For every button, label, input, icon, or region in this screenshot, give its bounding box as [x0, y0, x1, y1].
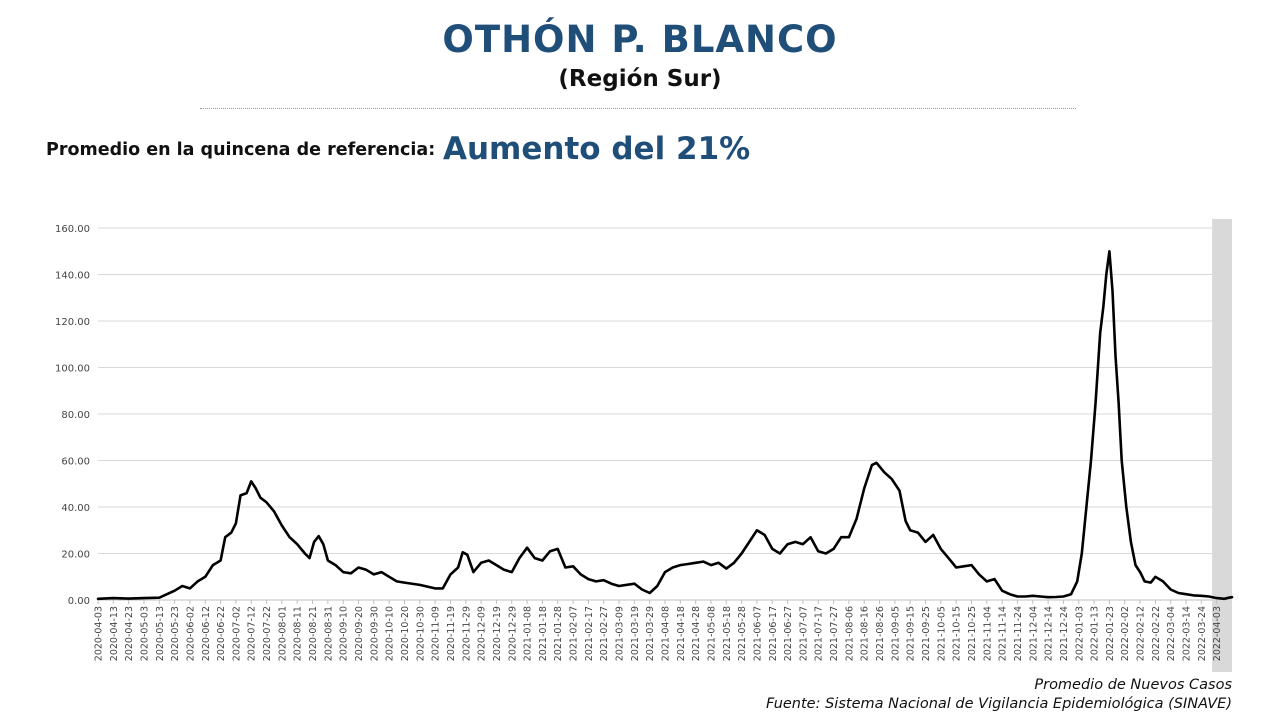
x-tick-label: 2020-05-23	[170, 606, 181, 661]
x-tick-label: 2021-08-06	[844, 606, 855, 661]
x-tick-label: 2021-08-26	[875, 606, 886, 661]
x-tick-label: 2022-02-12	[1136, 606, 1147, 661]
x-tick-label: 2022-03-14	[1182, 606, 1193, 661]
x-tick-label: 2020-07-12	[247, 606, 258, 661]
x-tick-label: 2022-03-24	[1197, 606, 1208, 661]
y-tick-label: 120.00	[55, 317, 90, 328]
x-tick-label: 2021-04-08	[661, 606, 672, 661]
y-tick-label: 100.00	[55, 364, 90, 375]
x-tick-label: 2020-12-19	[492, 606, 503, 661]
title-divider	[200, 108, 1076, 109]
x-tick-label: 2020-09-30	[369, 606, 380, 661]
x-tick-label: 2021-09-15	[906, 606, 917, 661]
x-tick-label: 2020-08-01	[277, 606, 288, 661]
x-tick-label: 2021-07-07	[798, 606, 809, 661]
x-tick-label: 2021-10-15	[952, 606, 963, 661]
x-tick-label: 2021-03-09	[615, 606, 626, 661]
x-tick-label: 2021-01-28	[553, 606, 564, 661]
x-tick-label: 2020-10-30	[415, 606, 426, 661]
x-tick-label: 2021-11-04	[982, 606, 993, 661]
x-tick-label: 2021-03-29	[645, 606, 656, 661]
x-tick-label: 2021-06-07	[752, 606, 763, 661]
reference-label: Promedio en la quincena de referencia:	[46, 140, 436, 160]
x-tick-label: 2021-05-18	[722, 606, 733, 661]
x-tick-label: 2020-09-20	[354, 606, 365, 661]
source-caption: Fuente: Sistema Nacional de Vigilancia E…	[765, 696, 1232, 712]
x-tick-label: 2021-06-27	[783, 606, 794, 661]
series-line	[96, 250, 1234, 601]
x-tick-label: 2021-07-17	[814, 606, 825, 661]
x-tick-label: 2020-11-19	[446, 606, 457, 661]
x-tick-label: 2020-12-29	[507, 606, 518, 661]
x-tick-label: 2020-08-31	[323, 606, 334, 661]
x-tick-label: 2021-04-28	[691, 606, 702, 661]
y-tick-label: 0.00	[68, 596, 90, 607]
x-tick-label: 2020-07-02	[231, 606, 242, 661]
y-tick-label: 160.00	[55, 224, 90, 235]
x-tick-label: 2020-08-21	[308, 606, 319, 661]
x-tick-label: 2020-05-13	[155, 606, 166, 661]
x-tick-label: 2020-06-02	[185, 606, 196, 661]
x-tick-label: 2022-03-04	[1166, 606, 1177, 661]
x-tick-label: 2020-04-13	[109, 606, 120, 661]
x-tick-label: 2022-04-03	[1212, 606, 1223, 661]
x-tick-label: 2021-05-08	[706, 606, 717, 661]
x-tick-label: 2020-09-10	[339, 606, 350, 661]
x-tick-label: 2022-01-23	[1105, 606, 1116, 661]
x-tick-label: 2022-01-03	[1074, 606, 1085, 661]
x-tick-label: 2021-07-27	[829, 606, 840, 661]
x-tick-label: 2021-02-07	[569, 606, 580, 661]
shaded-region	[1212, 219, 1232, 672]
x-tick-label: 2021-01-08	[523, 606, 534, 661]
x-tick-label: 2021-10-25	[967, 606, 978, 661]
page-title: OTHÓN P. BLANCO	[442, 18, 838, 61]
x-tick-label: 2022-02-02	[1120, 606, 1131, 661]
x-tick-label: 2020-04-23	[124, 606, 135, 661]
x-tick-label: 2021-04-18	[676, 606, 687, 661]
page-subtitle: (Región Sur)	[558, 66, 722, 92]
x-tick-label: 2020-05-03	[139, 606, 150, 661]
x-tick-label: 2021-05-28	[737, 606, 748, 661]
x-tick-label: 2020-08-11	[293, 606, 304, 661]
x-tick-label: 2020-06-12	[201, 606, 212, 661]
x-tick-label: 2022-02-22	[1151, 606, 1162, 661]
x-tick-label: 2021-01-18	[538, 606, 549, 661]
x-tick-label: 2020-10-10	[385, 606, 396, 661]
x-tick-label: 2020-06-22	[216, 606, 227, 661]
x-tick-label: 2021-12-04	[1028, 606, 1039, 661]
x-tick-label: 2021-08-16	[860, 606, 871, 661]
y-tick-label: 140.00	[55, 271, 90, 282]
x-tick-label: 2021-12-24	[1059, 606, 1070, 661]
x-tick-label: 2020-11-29	[461, 606, 472, 661]
series-caption: Promedio de Nuevos Casos	[1034, 677, 1232, 693]
y-tick-label: 80.00	[61, 410, 90, 421]
y-tick-label: 40.00	[61, 503, 90, 514]
x-tick-label: 2020-11-09	[431, 606, 442, 661]
x-tick-label: 2021-02-17	[584, 606, 595, 661]
x-tick-label: 2020-10-20	[400, 606, 411, 661]
x-tick-label: 2021-12-14	[1044, 606, 1055, 661]
y-tick-label: 20.00	[61, 550, 90, 561]
x-tick-label: 2020-07-22	[262, 606, 273, 661]
x-tick-label: 2021-03-19	[630, 606, 641, 661]
y-tick-label: 60.00	[61, 457, 90, 468]
x-tick-label: 2021-10-05	[936, 606, 947, 661]
x-tick-label: 2021-09-25	[921, 606, 932, 661]
reference-value: Aumento del 21%	[443, 131, 751, 167]
x-tick-label: 2021-09-05	[890, 606, 901, 661]
x-tick-label: 2021-11-14	[998, 606, 1009, 661]
x-tick-label: 2022-01-13	[1090, 606, 1101, 661]
x-tick-label: 2020-12-09	[477, 606, 488, 661]
x-tick-label: 2021-11-24	[1013, 606, 1024, 661]
x-tick-label: 2020-04-03	[94, 606, 105, 661]
x-tick-label: 2021-02-27	[599, 606, 610, 661]
x-tick-label: 2021-06-17	[768, 606, 779, 661]
